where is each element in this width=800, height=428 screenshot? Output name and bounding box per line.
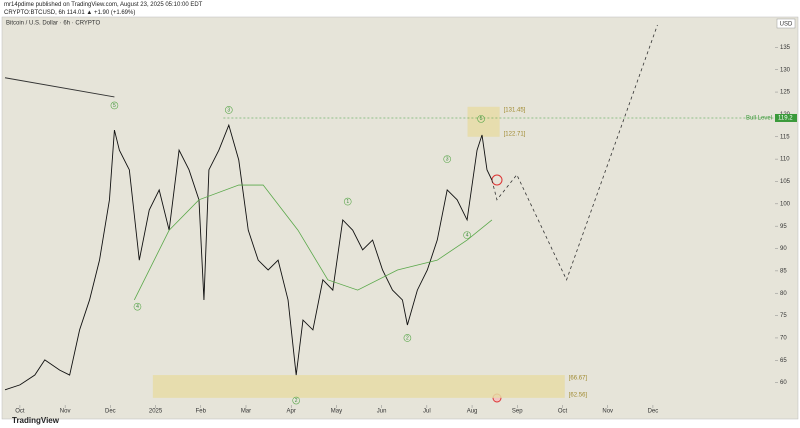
zone: [152, 375, 565, 398]
zone-label: [66.67]: [569, 376, 588, 382]
x-tick-label: Mar: [241, 409, 251, 415]
y-tick-label: 70: [780, 336, 787, 342]
wave-marker: [477, 115, 485, 123]
x-tick-label: Oct: [558, 409, 568, 415]
y-tick-label: 100: [780, 201, 791, 207]
x-tick-label: Nov: [602, 409, 613, 415]
x-tick-label: Dec: [105, 409, 116, 415]
y-tick-label: 60: [780, 380, 787, 386]
wave-marker: [343, 197, 352, 206]
wave-marker: [463, 231, 471, 239]
brand: TradingView: [12, 416, 60, 425]
series-line: [4, 77, 115, 98]
currency-box: [776, 18, 796, 29]
x-tick-label: Oct: [15, 409, 25, 415]
series-line: [133, 184, 493, 301]
x-tick-label: Feb: [196, 409, 207, 415]
y-tick-label: 110: [780, 157, 790, 163]
wave-label: 3: [446, 156, 449, 162]
symbol-line: CRYPTO:BTCUSD, 6h 114.01 ▲ +1.90 (+1.69%…: [4, 10, 136, 16]
y-tick-label: 135: [780, 45, 791, 51]
y-tick-label: 75: [780, 313, 787, 319]
wave-marker: [443, 155, 451, 163]
y-tick-label: 105: [780, 179, 791, 185]
level-label: Bull Level: [746, 116, 772, 122]
author-line: mr14pdime published on TradingView.com, …: [4, 2, 203, 8]
x-tick-label: May: [331, 409, 342, 415]
series-line: [4, 123, 493, 391]
series-line: [491, 24, 658, 281]
level-tag: [775, 113, 797, 122]
wave-marker: [292, 396, 300, 405]
wave-marker: [225, 106, 233, 114]
x-tick-label: Aug: [467, 409, 478, 415]
wave-label: 5: [480, 116, 483, 122]
zone-label: [62.56]: [569, 392, 588, 398]
x-tick-label: Apr: [287, 409, 296, 415]
wave-label: 4: [466, 232, 469, 238]
y-tick-label: 80: [780, 291, 787, 297]
wave-marker: [133, 302, 142, 311]
wave-label: 1: [346, 199, 349, 205]
plot-background: [1, 16, 799, 420]
currency: USD: [780, 22, 793, 28]
y-tick-label: 65: [780, 358, 787, 364]
zone: [467, 106, 500, 137]
x-tick-label: Jul: [423, 409, 431, 415]
y-tick-label: 130: [780, 67, 791, 73]
level-value: 119.2: [778, 116, 793, 122]
x-tick-label: Dec: [648, 409, 659, 415]
x-tick-label: Nov: [60, 409, 71, 415]
x-tick-label: 2025: [149, 409, 163, 415]
wave-marker: [110, 101, 119, 110]
y-tick-label: 90: [780, 246, 787, 252]
y-tick-label: 115: [780, 134, 790, 140]
wave-label: 2: [295, 398, 298, 404]
x-tick-label: Sep: [512, 409, 523, 415]
zone-label: [122.71]: [504, 131, 526, 137]
y-tick-label: 95: [780, 224, 787, 230]
chart-title: Bitcoin / U.S. Dollar · 6h · CRYPTO: [6, 21, 100, 27]
x-tick-label: Jun: [377, 409, 387, 415]
wave-label: 5: [113, 103, 116, 109]
wave-label: 3: [227, 107, 230, 113]
y-tick-label: 85: [780, 268, 787, 274]
wave-label: 4: [136, 304, 139, 310]
wave-label: 2: [406, 335, 409, 341]
wave-marker: [403, 334, 412, 342]
zone-label: [131.45]: [504, 107, 526, 113]
y-tick-label: 125: [780, 90, 791, 96]
